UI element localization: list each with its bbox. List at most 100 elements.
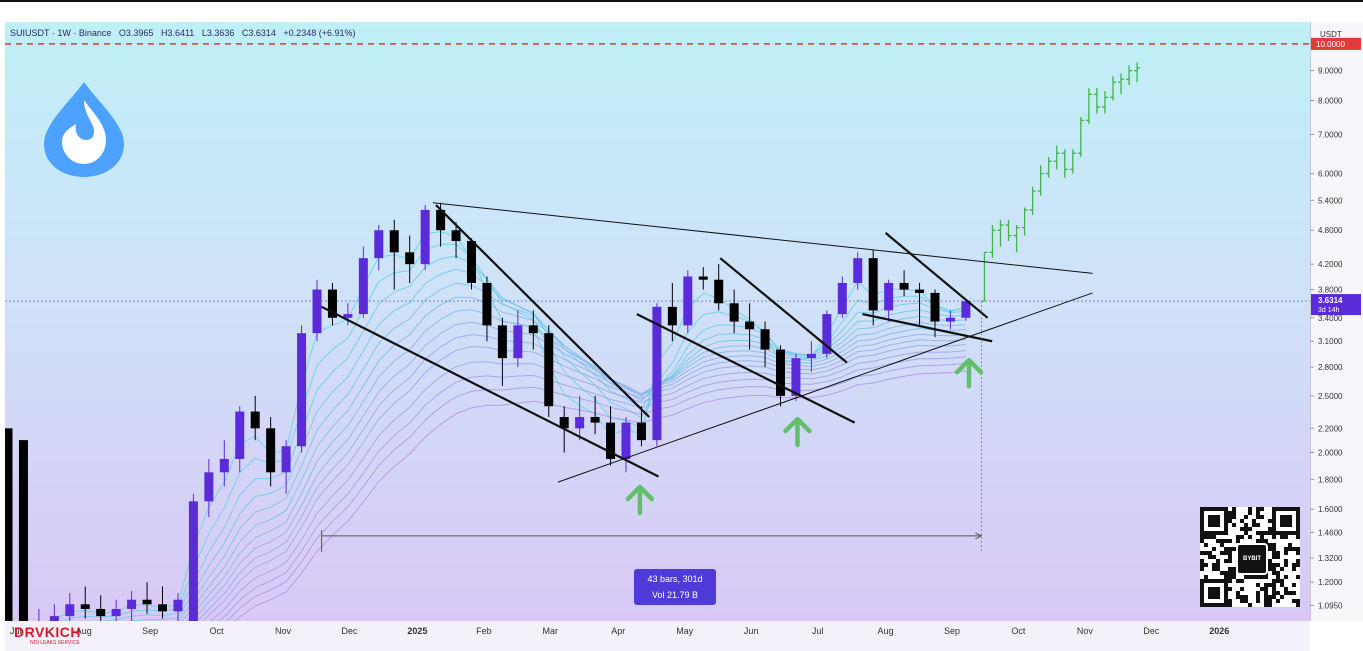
time-tick-label: Sep (944, 626, 960, 636)
candle (343, 303, 353, 326)
candle (297, 325, 307, 453)
time-tick-label: May (676, 626, 694, 636)
candle (683, 270, 693, 334)
price-tick-label: 2.8000 (1318, 363, 1343, 372)
candle (714, 264, 724, 311)
candle (204, 458, 214, 518)
candle (96, 595, 106, 621)
measure-arrowhead (975, 532, 983, 540)
price-tick-label: 1.2000 (1318, 578, 1343, 587)
candle (80, 586, 90, 619)
candle (38, 608, 40, 621)
projection-bar (981, 251, 988, 302)
measure-bars: 43 bars, 301d (647, 574, 703, 584)
ma-ribbon-line (218, 356, 966, 621)
price-tick-label: 3.4000 (1318, 314, 1343, 323)
symbol-header: SUIUSDT · 1W · Binance O3.3965 H3.6411 L… (10, 28, 360, 38)
current-price-label: 3.6314 (1318, 296, 1343, 305)
projection-bar (1085, 88, 1092, 124)
measure-box: 43 bars, 301d Vol 21.79 B (634, 569, 716, 605)
time-tick-label: 2025 (407, 626, 427, 636)
plot-layer (5, 43, 1310, 621)
price-tick-label: 2.0000 (1318, 449, 1343, 458)
candle (853, 252, 863, 290)
candle (590, 395, 600, 435)
price-tick-label: 3.8000 (1318, 286, 1343, 295)
ma-ribbon-line (186, 309, 966, 621)
price-tick-label: 2.5000 (1318, 392, 1343, 401)
candle (745, 303, 755, 350)
candle (606, 406, 616, 466)
price-tick-label: 4.8000 (1318, 226, 1343, 235)
candle (49, 604, 59, 621)
top-border (0, 0, 1363, 22)
measure-volume: Vol 21.79 B (651, 590, 699, 600)
trendline (321, 305, 659, 478)
price-tick-label: 1.8000 (1318, 475, 1343, 484)
candle (173, 593, 183, 621)
candle (544, 325, 554, 418)
symbol-label[interactable]: SUIUSDT · 1W · Binance (10, 28, 112, 38)
change-value: +0.2348 (+6.91%) (283, 28, 356, 38)
time-tick-label: Sep (142, 626, 158, 636)
up-arrow-icon (954, 357, 984, 389)
time-tick-label: 2026 (1209, 626, 1229, 636)
price-scale[interactable] (1310, 22, 1363, 621)
candle (652, 303, 662, 447)
trendline (862, 313, 993, 343)
candle (513, 310, 523, 368)
high-value: H3.6411 (160, 28, 195, 38)
up-arrow-icon (625, 484, 655, 516)
candle (482, 276, 492, 342)
candle (327, 282, 337, 326)
qr-center-label: BYBIT (1236, 543, 1268, 575)
candle (127, 590, 137, 621)
candle (5, 428, 13, 621)
projection-bar (1101, 91, 1108, 114)
price-tick-label: 2.2000 (1318, 424, 1343, 433)
candle (420, 205, 430, 271)
time-scale[interactable] (5, 621, 1310, 651)
candle (219, 440, 229, 487)
candle (776, 345, 785, 407)
projection-bar (1134, 62, 1141, 83)
projection-bar (989, 224, 996, 259)
candle (312, 279, 322, 342)
brand-watermark: DRVKICH NOI LEAKS SERVICE (14, 624, 81, 646)
candle (698, 267, 708, 290)
ma-ribbon-line (202, 344, 966, 621)
candle (250, 395, 260, 441)
projection-bar (1077, 116, 1084, 158)
candle (65, 593, 75, 621)
currency-label: USDT (1320, 30, 1342, 39)
countdown-label: 3d 14h (1318, 307, 1340, 314)
price-tick-label: 6.0000 (1318, 170, 1343, 179)
brand-tagline: NOI LEAKS SERVICE (30, 640, 80, 646)
price-tick-label: 1.6000 (1318, 505, 1343, 514)
price-tick-label: 7.0000 (1318, 130, 1343, 139)
candle (281, 440, 291, 494)
candle (760, 321, 770, 368)
time-tick-label: Aug (878, 626, 894, 636)
candle (389, 219, 399, 290)
projection-bar (1013, 224, 1020, 253)
candle (961, 300, 971, 321)
open-value: O3.3965 (118, 28, 154, 38)
trendline (636, 313, 856, 424)
time-tick-label: Oct (210, 626, 225, 636)
current-price-box (1311, 294, 1361, 316)
price-tick-label: 1.4600 (1318, 528, 1343, 537)
price-tick-label: 3.1000 (1318, 337, 1343, 346)
projection-bar (1126, 65, 1133, 86)
trendline (884, 232, 989, 319)
projection-bar (1069, 149, 1076, 174)
time-tick-label: Aug (76, 626, 92, 636)
price-tick-label: 8.0000 (1318, 97, 1343, 106)
time-tick-label: Jul (812, 626, 824, 636)
trendline (557, 292, 1093, 483)
time-tick-label: Jun (744, 626, 759, 636)
projection-bar (1093, 88, 1100, 114)
price-tick-label: 1.3200 (1318, 554, 1343, 563)
candle (497, 317, 507, 386)
